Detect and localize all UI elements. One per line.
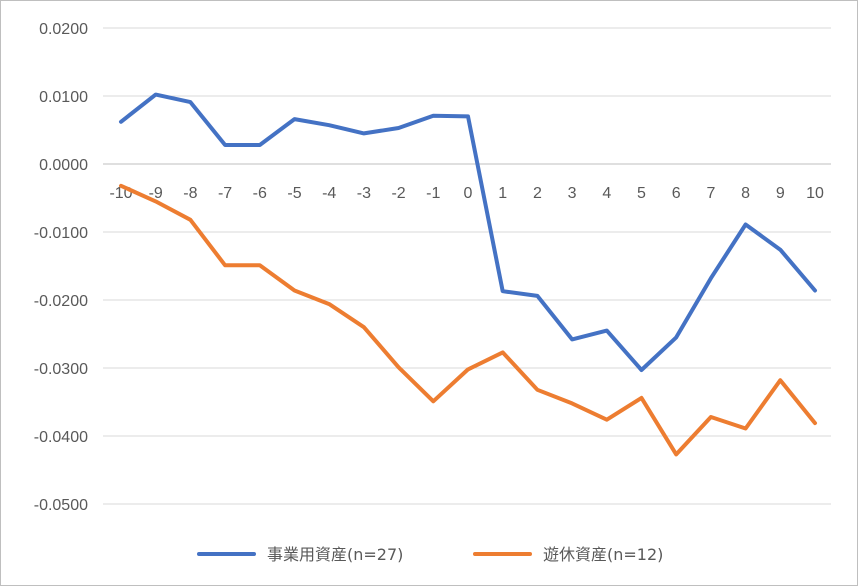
legend: 事業用資産(n=27) 遊休資産(n=12) [197, 545, 663, 564]
series-lines [119, 92, 817, 457]
y-tick-label: -0.0300 [34, 361, 88, 378]
x-tick-label: 2 [533, 185, 542, 202]
x-tick-label: -7 [218, 185, 232, 202]
y-tick-label: 0.0200 [39, 21, 88, 38]
y-axis-tick-labels: 0.0200 0.0100 0.0000 -0.0100 -0.0200 -0.0300 -… [34, 21, 88, 514]
x-tick-label: 10 [806, 185, 824, 202]
x-tick-label: 0 [464, 185, 473, 202]
series-line-2 [119, 183, 817, 457]
x-tick-label: 1 [498, 185, 507, 202]
x-tick-label: -4 [322, 185, 336, 202]
x-tick-label: 6 [672, 185, 681, 202]
x-tick-label: 5 [637, 185, 646, 202]
x-tick-label: 7 [706, 185, 715, 202]
x-tick-label: -6 [253, 185, 267, 202]
y-tick-label: -0.0400 [34, 429, 88, 446]
x-tick-label: 4 [602, 185, 611, 202]
y-tick-label: -0.0100 [34, 225, 88, 242]
legend-label-2: 遊休資産(n=12) [543, 545, 663, 564]
series-line-1 [119, 92, 817, 372]
x-tick-label: -1 [426, 185, 440, 202]
y-tick-label: -0.0500 [34, 497, 88, 514]
x-axis-tick-labels: -10 -9 -8 -7 -6 -5 -4 -3 -2 -1 0 1 2 3 4 5 6 7 8 9 10 [109, 185, 824, 202]
x-tick-label: -2 [391, 185, 405, 202]
y-tick-label: 0.0100 [39, 89, 88, 106]
x-tick-label: -5 [287, 185, 301, 202]
x-tick-label: 3 [568, 185, 577, 202]
y-tick-label: 0.0000 [39, 157, 88, 174]
gridlines [103, 27, 831, 505]
legend-label-1: 事業用資産(n=27) [267, 545, 403, 564]
y-tick-label: -0.0200 [34, 293, 88, 310]
x-tick-label: 9 [776, 185, 785, 202]
x-tick-label: 8 [741, 185, 750, 202]
x-tick-label: -8 [183, 185, 197, 202]
x-tick-label: -3 [357, 185, 371, 202]
